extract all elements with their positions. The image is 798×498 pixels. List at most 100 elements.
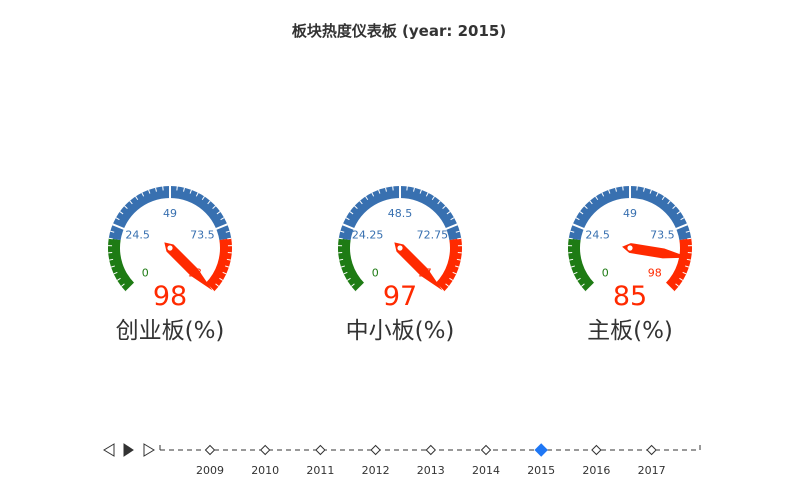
major-tick	[572, 223, 586, 231]
minor-tick	[575, 217, 580, 221]
gauge-value: 85	[613, 281, 647, 312]
minor-tick	[119, 211, 124, 215]
timeline-year-label[interactable]: 2009	[196, 464, 224, 477]
minor-tick	[116, 277, 121, 281]
next-icon[interactable]	[143, 443, 155, 457]
gauge-band-mid	[108, 185, 232, 241]
needle-pivot	[397, 245, 403, 251]
tick-label: 0	[372, 267, 379, 280]
minor-tick	[568, 237, 573, 240]
minor-tick	[446, 211, 451, 215]
timeline-year-label[interactable]: 2016	[582, 464, 610, 477]
major-tick	[663, 281, 675, 293]
tick-label: 73.5	[650, 229, 675, 242]
minor-tick	[450, 217, 455, 221]
minor-tick	[455, 230, 460, 233]
timeline[interactable]: 2009 2010 2011 2012 2013 2014 2015 2016 2017	[0, 430, 798, 490]
minor-tick	[121, 283, 125, 287]
gauge-value: 97	[383, 281, 417, 312]
timeline-year-label[interactable]: 2010	[251, 464, 279, 477]
gauge-name: 创业板(%)	[115, 318, 225, 344]
gauge-needle	[164, 242, 213, 291]
minor-tick	[345, 217, 350, 221]
minor-tick	[155, 187, 157, 192]
minor-tick	[365, 196, 369, 201]
gauge-band-high	[205, 238, 232, 292]
minor-tick	[425, 192, 429, 197]
tick-label: 49	[163, 207, 177, 220]
minor-tick	[195, 192, 199, 197]
gauge-name: 主板(%)	[587, 318, 673, 344]
gauge-needle	[394, 242, 443, 291]
minor-tick	[351, 283, 355, 287]
minor-tick	[215, 283, 219, 287]
minor-tick	[457, 237, 462, 240]
minor-tick	[601, 192, 605, 197]
needle-pivot	[627, 245, 633, 251]
gauge-band-low	[108, 238, 135, 292]
minor-tick	[338, 237, 343, 240]
timeline-year-marker[interactable]	[591, 444, 602, 456]
timeline-year-label[interactable]: 2013	[417, 464, 445, 477]
timeline-year-marker[interactable]	[534, 443, 548, 457]
minor-tick	[676, 211, 681, 215]
play-icon[interactable]	[123, 443, 134, 457]
major-tick	[585, 281, 597, 293]
minor-tick	[201, 196, 205, 201]
minor-tick	[225, 265, 230, 268]
minor-tick	[456, 258, 461, 261]
tick-label: 24.25	[352, 229, 384, 242]
minor-tick	[113, 271, 118, 275]
timeline-year-marker[interactable]	[480, 444, 492, 456]
minor-tick	[667, 200, 671, 205]
gauge-band-low	[338, 238, 365, 292]
minor-tick	[655, 192, 659, 197]
timeline-year-marker[interactable]	[646, 444, 657, 456]
gauge-name: 中小板(%)	[345, 318, 455, 344]
minor-tick	[346, 277, 351, 281]
timeline-year-marker[interactable]	[370, 444, 381, 456]
minor-tick	[449, 277, 454, 281]
timeline-year-label[interactable]: 2017	[638, 464, 666, 477]
timeline-year-label[interactable]: 2015	[527, 464, 555, 477]
gauge-band-high	[435, 238, 462, 292]
minor-tick	[110, 230, 115, 233]
minor-tick	[216, 211, 221, 215]
minor-tick	[225, 230, 230, 233]
minor-tick	[579, 211, 584, 215]
minor-tick	[608, 189, 611, 194]
prev-icon[interactable]	[103, 443, 115, 457]
minor-tick	[581, 283, 585, 287]
timeline-year-label[interactable]: 2014	[472, 464, 500, 477]
gauge-band-mid	[338, 185, 462, 241]
timeline-year-label[interactable]: 2012	[362, 464, 390, 477]
minor-tick	[455, 265, 460, 268]
major-tick	[342, 223, 356, 231]
major-tick	[444, 223, 458, 231]
minor-tick	[570, 230, 575, 233]
minor-tick	[649, 189, 652, 194]
minor-tick	[124, 205, 128, 209]
minor-tick	[108, 237, 113, 240]
minor-tick	[110, 265, 115, 268]
minor-tick	[141, 192, 145, 197]
minor-tick	[115, 217, 120, 221]
timeline-year-marker[interactable]	[259, 444, 271, 456]
minor-tick	[227, 237, 232, 240]
timeline-year-label[interactable]: 2011	[306, 464, 334, 477]
minor-tick	[419, 189, 422, 194]
timeline-year-marker[interactable]	[204, 444, 216, 456]
minor-tick	[452, 271, 457, 275]
minor-tick	[129, 200, 133, 205]
minor-tick	[340, 230, 345, 233]
minor-tick	[135, 196, 139, 201]
tick-label: 24.5	[125, 229, 150, 242]
minor-tick	[354, 205, 358, 209]
minor-tick	[573, 271, 578, 275]
minor-tick	[340, 265, 345, 268]
timeline-year-marker[interactable]	[425, 444, 437, 456]
minor-tick	[595, 196, 599, 201]
timeline-year-marker[interactable]	[315, 444, 326, 456]
